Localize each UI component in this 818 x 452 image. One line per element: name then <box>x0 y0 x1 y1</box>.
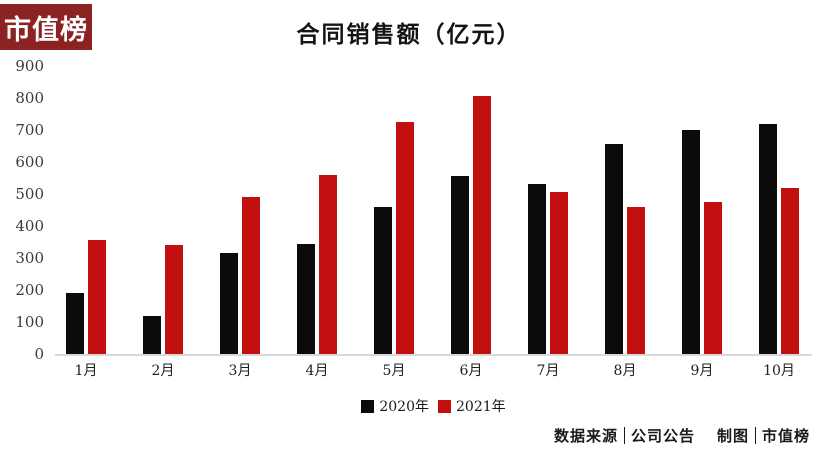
bar-2021年 <box>88 240 106 354</box>
bar-2021年 <box>473 96 491 354</box>
bar-2021年 <box>627 206 645 354</box>
x-tick-label: 4月 <box>305 363 329 379</box>
bar-2020年 <box>605 144 623 354</box>
bar-2021年 <box>165 245 183 354</box>
brand-logo: 市值榜 <box>0 4 92 50</box>
y-tick-label: 100 <box>15 313 44 331</box>
bar-2021年 <box>704 202 722 354</box>
legend-label: 2021年 <box>456 399 506 415</box>
x-tick-label: 3月 <box>228 363 252 379</box>
y-tick-label: 800 <box>15 89 44 107</box>
y-tick-label: 400 <box>15 217 44 235</box>
bar-2020年 <box>374 206 392 354</box>
y-tick-label: 200 <box>15 281 44 299</box>
bar-2020年 <box>220 253 238 354</box>
bar-2020年 <box>143 315 161 354</box>
x-tick-label: 9月 <box>690 363 714 379</box>
y-tick-label: 700 <box>15 121 44 139</box>
legend-swatch-icon <box>438 399 451 413</box>
y-tick-label: 900 <box>15 57 44 75</box>
x-tick-label: 5月 <box>382 363 406 379</box>
x-tick-label: 6月 <box>459 363 483 379</box>
bar-2021年 <box>242 197 260 354</box>
legend-item: 2021年 <box>438 396 506 416</box>
credit-value: 市值榜 <box>761 427 810 445</box>
source-label: 数据来源 <box>553 427 618 445</box>
x-tick-label: 8月 <box>613 363 637 379</box>
attribution: 数据来源 公司公告 制图 市值榜 <box>554 425 810 446</box>
bar-2020年 <box>682 130 700 354</box>
x-tick-label: 10月 <box>763 363 795 379</box>
legend-item: 2020年 <box>361 396 429 416</box>
y-tick-label: 300 <box>15 249 44 267</box>
legend: 2020年 2021年 <box>55 396 812 416</box>
legend-label: 2020年 <box>379 399 429 415</box>
credit-label: 制图 <box>716 427 749 445</box>
bar-2020年 <box>451 176 469 354</box>
x-tick-label: 7月 <box>536 363 560 379</box>
y-tick-label: 500 <box>15 185 44 203</box>
chart-title: 合同销售额（亿元） <box>296 21 522 48</box>
y-tick-label: 600 <box>15 153 44 171</box>
x-tick-label: 1月 <box>74 363 98 379</box>
bar-2020年 <box>528 184 546 354</box>
bar-2021年 <box>396 122 414 354</box>
bar-2020年 <box>66 293 84 354</box>
legend-swatch-icon <box>361 399 375 413</box>
bar-2020年 <box>297 243 315 354</box>
y-tick-label: 0 <box>34 345 44 363</box>
plot-area: 1月 2月 3月 4月 5月 6月 7月 8月 9月 10月 <box>55 66 812 379</box>
bar-2021年 <box>781 187 799 354</box>
separator-bar <box>754 427 756 444</box>
bar-2020年 <box>759 123 777 354</box>
source-value: 公司公告 <box>630 427 695 445</box>
separator-bar <box>623 427 625 444</box>
bar-2021年 <box>550 192 568 354</box>
bar-2021年 <box>319 174 337 354</box>
x-tick-label: 2月 <box>151 363 175 379</box>
